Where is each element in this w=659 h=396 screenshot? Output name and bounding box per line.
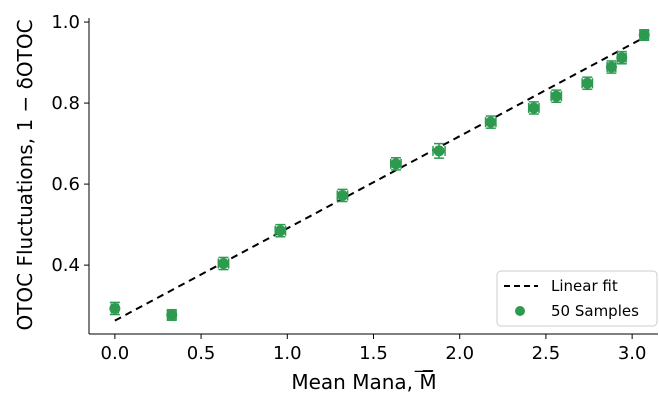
data-point bbox=[616, 52, 628, 64]
points-layer bbox=[109, 28, 650, 321]
data-point-group bbox=[432, 142, 446, 159]
legend-marker-swatch bbox=[515, 306, 525, 316]
data-point-group bbox=[217, 256, 230, 271]
data-point bbox=[528, 102, 540, 114]
data-point-group bbox=[616, 50, 628, 65]
x-tick-label: 1.0 bbox=[273, 343, 302, 364]
data-point bbox=[274, 225, 286, 237]
data-point bbox=[581, 77, 593, 89]
data-point-group bbox=[484, 115, 497, 129]
data-point bbox=[166, 309, 178, 321]
data-point bbox=[485, 116, 497, 128]
x-tick-label: 0.0 bbox=[101, 343, 130, 364]
y-axis-label: OTOC Fluctuations, 1 − δOTOC bbox=[13, 19, 37, 330]
data-point-group bbox=[109, 301, 121, 316]
x-tick-label: 0.5 bbox=[187, 343, 216, 364]
data-point bbox=[390, 158, 402, 170]
data-point-group bbox=[581, 76, 594, 91]
legend-samples-label: 50 Samples bbox=[551, 302, 639, 320]
x-tick-label: 2.0 bbox=[445, 343, 474, 364]
data-point bbox=[336, 189, 348, 201]
data-point-group bbox=[550, 89, 563, 104]
data-point-group bbox=[389, 157, 402, 171]
data-point bbox=[109, 302, 121, 314]
data-point-group bbox=[274, 223, 287, 238]
x-tick-label: 3.0 bbox=[618, 343, 647, 364]
y-tick-label: 1.0 bbox=[51, 12, 80, 33]
x-tick-label: 1.5 bbox=[359, 343, 388, 364]
data-point bbox=[550, 90, 562, 102]
data-point bbox=[605, 61, 617, 73]
data-point bbox=[638, 29, 650, 41]
axes-layer: 0.0 0.5 1.0 1.5 2.0 2.5 3.0 0.4 0.6 0.8 1.0 bbox=[51, 12, 658, 373]
legend-fit-label: Linear fit bbox=[551, 277, 618, 295]
legend: Linear fit 50 Samples bbox=[496, 270, 658, 327]
data-point-group bbox=[336, 188, 349, 203]
x-tick-label: 2.5 bbox=[532, 343, 561, 364]
y-tick-label: 0.6 bbox=[51, 174, 80, 195]
data-point-group bbox=[605, 60, 617, 74]
linear-fit-line bbox=[114, 36, 645, 322]
data-point-group bbox=[527, 101, 540, 115]
legend-frame bbox=[496, 270, 658, 327]
data-point bbox=[433, 145, 445, 157]
data-point-group bbox=[166, 308, 178, 321]
data-point bbox=[217, 258, 229, 270]
x-axis-label: Mean Mana, M̅ bbox=[291, 369, 436, 392]
y-tick-label: 0.8 bbox=[51, 93, 80, 114]
fit-layer bbox=[114, 36, 645, 322]
y-tick-label: 0.4 bbox=[51, 255, 80, 276]
data-point-group bbox=[638, 28, 650, 42]
